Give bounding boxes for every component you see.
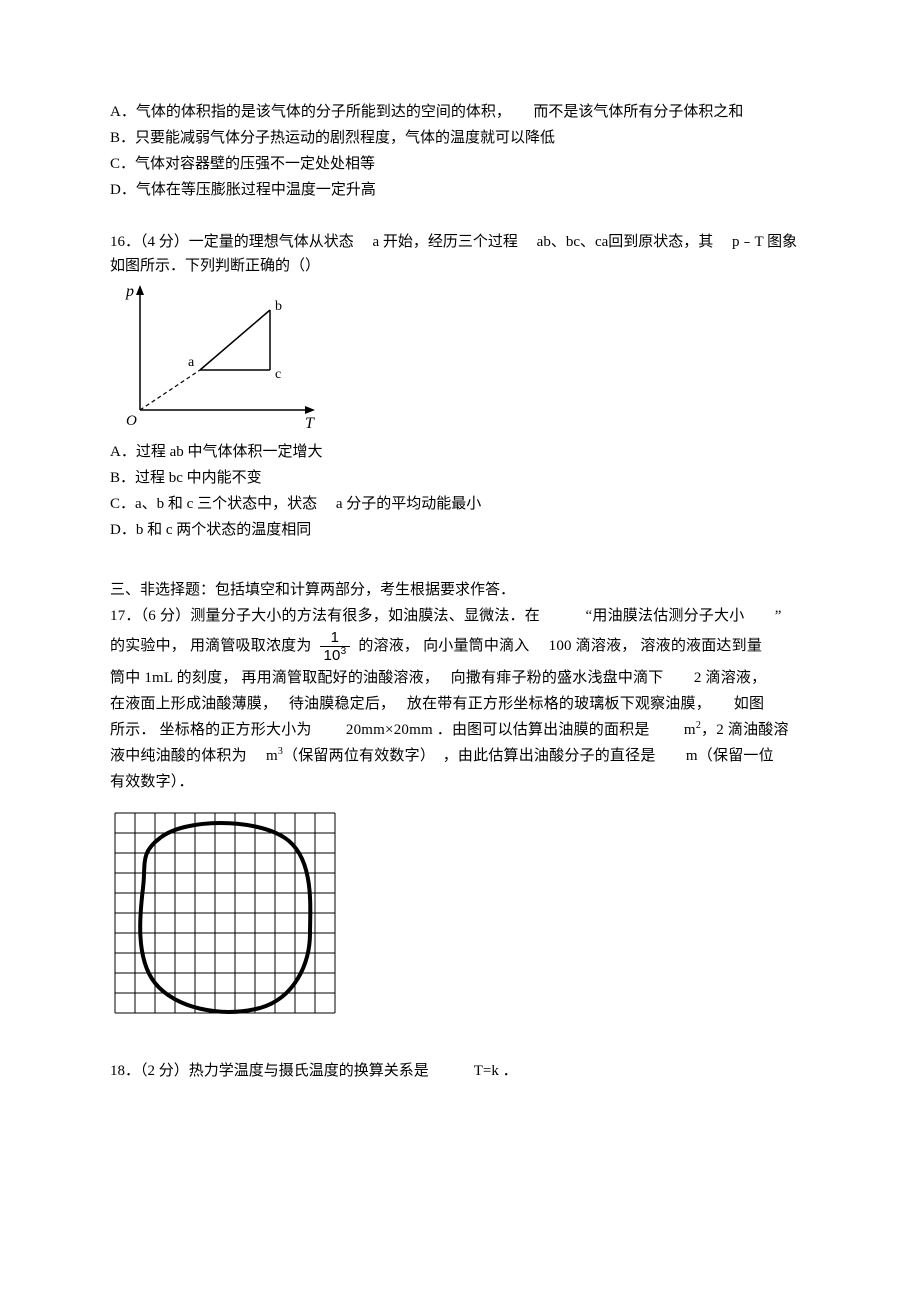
svg-text:a: a: [188, 355, 195, 370]
q17-line3: 筒中 1mL 的刻度， 再用滴管取配好的油酸溶液， 向撒有痱子粉的盛水浅盘中滴下…: [110, 666, 810, 690]
q17-block: 17．（6 分）测量分子大小的方法有很多，如油膜法、显微法．在 “用油膜法估测分…: [110, 604, 810, 1023]
q15-opt-a: A．气体的体积指的是该气体的分子所能到达的空间的体积， 而不是该气体所有分子体积…: [110, 100, 810, 124]
q18-stem: 18．（2 分）热力学温度与摄氏温度的换算关系是 T=k ．: [110, 1059, 810, 1083]
q17-line5: 所示． 坐标格的正方形大小为 20mm×20mm ．由图可以估算出油膜的面积是 …: [110, 718, 810, 742]
q17-frac-den-exp: 3: [341, 646, 347, 657]
q16-opt-a: A．过程 ab 中气体体积一定增大: [110, 440, 810, 464]
q17-frac-den-base: 10: [324, 647, 341, 664]
q16-pt-graph: p T O a b c: [110, 280, 330, 440]
q16-opt-d: D．b 和 c 两个状态的温度相同: [110, 518, 810, 542]
svg-text:O: O: [126, 413, 137, 429]
q15-opt-b: B．只要能减弱气体分子热运动的剧烈程度，气体的温度就可以降低: [110, 126, 810, 150]
q16-block: 16．（4 分）一定量的理想气体从状态 a 开始，经历三个过程 ab、bc、ca…: [110, 230, 810, 542]
section3-heading: 三、非选择题：包括填空和计算两部分，考生根据要求作答．: [110, 578, 810, 602]
q17-l5-post: ，2 滴油酸溶: [701, 722, 789, 738]
q17-line1: 17．（6 分）测量分子大小的方法有很多，如油膜法、显微法．在 “用油膜法估测分…: [110, 604, 810, 628]
q17-frac-num: 1: [320, 630, 351, 647]
svg-text:c: c: [275, 367, 281, 382]
q17-l2-pre: 的实验中， 用滴管吸取浓度为: [110, 638, 312, 654]
q17-line4: 在液面上形成油酸薄膜， 待油膜稳定后， 放在带有正方形坐标格的玻璃板下观察油膜，…: [110, 692, 810, 716]
q17-l2-post: 的溶液， 向小量筒中滴入 100 滴溶液， 溶液的液面达到量: [358, 638, 762, 654]
q17-line2: 的实验中， 用滴管吸取浓度为 1 103 的溶液， 向小量筒中滴入 100 滴溶…: [110, 630, 810, 664]
svg-text:b: b: [275, 299, 282, 314]
q15-opt-d: D．气体在等压膨胀过程中温度一定升高: [110, 178, 810, 202]
svg-text:T: T: [305, 415, 315, 432]
q15-options: A．气体的体积指的是该气体的分子所能到达的空间的体积， 而不是该气体所有分子体积…: [110, 100, 810, 202]
svg-text:p: p: [125, 283, 134, 300]
q17-frac-den: 103: [320, 647, 351, 664]
q17-fraction: 1 103: [320, 630, 351, 664]
q17-l6-pre: 液中纯油酸的体积为 m: [110, 748, 278, 764]
q17-l6-post: （保留两位有效数字） ，由此估算出油酸分子的直径是 m（保留一位: [283, 748, 774, 764]
q17-l5-pre: 所示． 坐标格的正方形大小为 20mm×20mm ．由图可以估算出油膜的面积是 …: [110, 722, 696, 738]
q16-opt-b: B．过程 bc 中内能不变: [110, 466, 810, 490]
q15-opt-c: C．气体对容器壁的压强不一定处处相等: [110, 152, 810, 176]
q16-opt-c: C．a、b 和 c 三个状态中，状态 a 分子的平均动能最小: [110, 492, 810, 516]
q17-line7: 有效数字）．: [110, 770, 810, 794]
q17-grid-figure: [110, 808, 340, 1023]
q16-stem: 16．（4 分）一定量的理想气体从状态 a 开始，经历三个过程 ab、bc、ca…: [110, 230, 810, 278]
q17-line6: 液中纯油酸的体积为 m3（保留两位有效数字） ，由此估算出油酸分子的直径是 m（…: [110, 744, 810, 768]
